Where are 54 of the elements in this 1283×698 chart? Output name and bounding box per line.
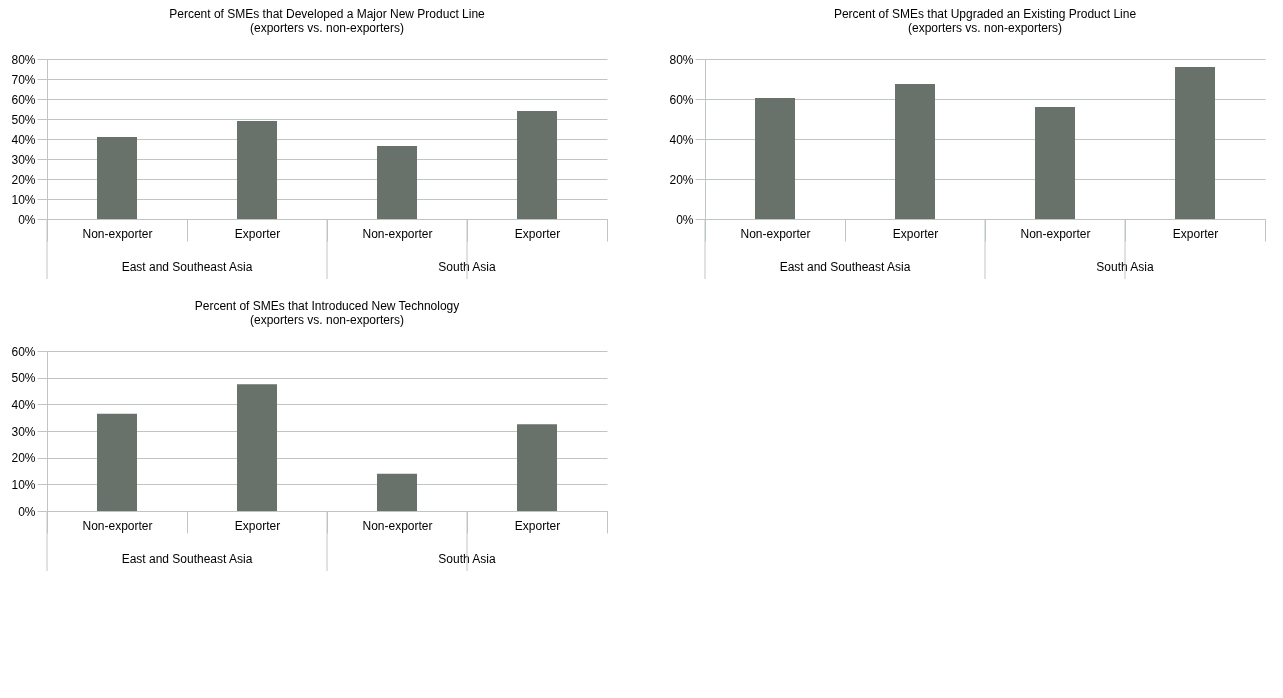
y-tick-label: 60% (11, 92, 36, 107)
x-tick-label: Non-exporter (82, 226, 153, 241)
bar (517, 424, 557, 511)
bar (517, 111, 557, 219)
x-tick-label: Non-exporter (740, 226, 811, 241)
bar (377, 146, 417, 219)
chart-title: Percent of SMEs that Introduced New Technology (exporters vs. non-exporters) (194, 299, 460, 327)
x-tick-label: Exporter (1172, 226, 1219, 241)
text: East and Southeast Asia (121, 552, 253, 566)
y-tick-label: 0% (18, 212, 36, 227)
chart-title: Percent of SMEs that Developed a Major New Product Line (exporters vs. non-exporters) (169, 7, 486, 35)
bar (97, 137, 137, 219)
y-tick-label: 60% (11, 344, 36, 359)
text: South Asia (438, 552, 497, 566)
x-tick-label: Non-exporter (82, 518, 153, 533)
x-tick-label: Non-exporter (362, 518, 433, 533)
y-tick-label: 40% (11, 132, 36, 147)
x-tick-label: Exporter (234, 518, 281, 533)
y-tick-label: 10% (11, 477, 36, 492)
bar (1175, 67, 1215, 219)
bar (377, 473, 417, 511)
x-tick-label: Non-exporter (362, 226, 433, 241)
y-tick-label: 40% (11, 397, 36, 412)
bar (895, 84, 935, 219)
y-tick-label: 10% (11, 192, 36, 207)
y-tick-label: 50% (11, 371, 36, 386)
x-tick-label: Exporter (514, 518, 561, 533)
text: East and Southeast Asia (779, 260, 911, 274)
bar (237, 384, 277, 511)
x-tick-label: Exporter (234, 226, 281, 241)
y-tick-label: 80% (11, 52, 36, 67)
y-tick-label: 20% (669, 172, 694, 187)
bar (237, 121, 277, 219)
text: South Asia (1096, 260, 1155, 274)
x-tick-label: Exporter (892, 226, 939, 241)
bar (97, 413, 137, 511)
y-tick-label: 0% (18, 504, 36, 519)
x-tick-label: Exporter (514, 226, 561, 241)
y-tick-label: 20% (11, 451, 36, 466)
y-tick-label: 30% (11, 424, 36, 439)
text: East and Southeast Asia (121, 260, 253, 274)
chart-title: Percent of SMEs that Upgraded an Existing Product Line (exporters vs. non-exporters) (833, 7, 1137, 35)
y-tick-label: 20% (11, 172, 36, 187)
text: South Asia (438, 260, 497, 274)
y-tick-label: 40% (669, 132, 694, 147)
bar (755, 98, 795, 219)
y-tick-label: 60% (669, 92, 694, 107)
y-tick-label: 50% (11, 112, 36, 127)
y-tick-label: 30% (11, 152, 36, 167)
y-tick-label: 80% (669, 52, 694, 67)
bar (1035, 107, 1075, 219)
y-tick-label: 70% (11, 72, 36, 87)
y-tick-label: 0% (676, 212, 694, 227)
x-tick-label: Non-exporter (1020, 226, 1091, 241)
